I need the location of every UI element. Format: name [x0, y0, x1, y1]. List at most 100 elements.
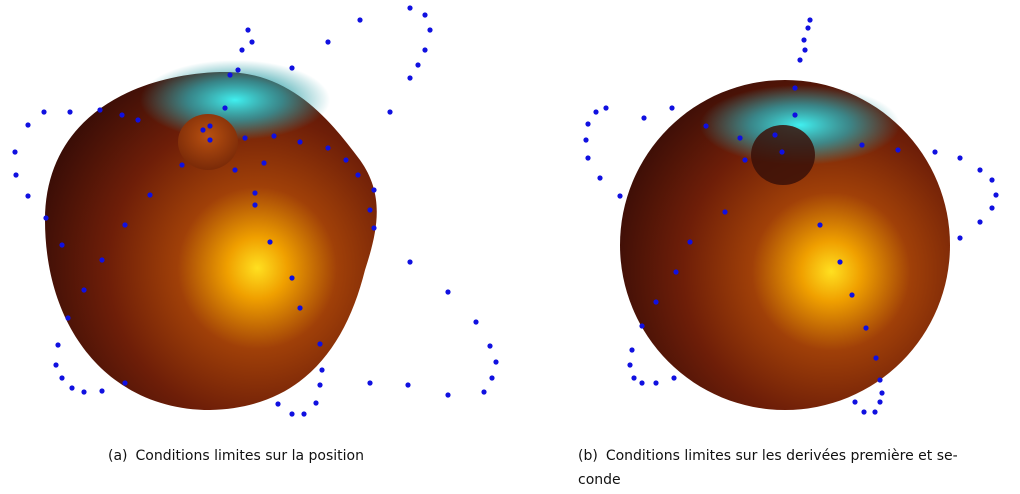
point: [239, 47, 245, 53]
point: [147, 192, 153, 198]
point: [977, 219, 983, 225]
point: [367, 380, 373, 386]
point: [81, 287, 87, 293]
point: [895, 147, 901, 153]
point: [207, 137, 213, 143]
point: [317, 382, 323, 388]
point: [235, 67, 241, 73]
point: [407, 75, 413, 81]
point: [673, 269, 679, 275]
point: [653, 299, 659, 305]
point: [772, 132, 778, 138]
caption-line: conde: [578, 472, 621, 488]
point: [877, 399, 883, 405]
point: [59, 242, 65, 248]
point: [343, 157, 349, 163]
point: [59, 375, 65, 381]
point: [242, 135, 248, 141]
point: [313, 400, 319, 406]
point: [289, 275, 295, 281]
point: [792, 85, 798, 91]
point: [222, 105, 228, 111]
point: [271, 133, 277, 139]
point: [43, 215, 49, 221]
point: [792, 112, 798, 118]
point: [703, 123, 709, 129]
point: [671, 375, 677, 381]
point: [977, 167, 983, 173]
point: [367, 207, 373, 213]
point: [629, 347, 635, 353]
point: [445, 392, 451, 398]
point: [639, 380, 645, 386]
point: [67, 109, 73, 115]
point: [41, 109, 47, 115]
point: [252, 202, 258, 208]
point: [422, 47, 428, 53]
point: [301, 411, 307, 417]
point: [427, 27, 433, 33]
point: [65, 315, 71, 321]
point: [55, 342, 61, 348]
point: [25, 193, 31, 199]
point: [355, 172, 361, 178]
point: [135, 117, 141, 123]
point: [252, 190, 258, 196]
control-points: [12, 5, 999, 417]
point: [837, 259, 843, 265]
point: [993, 192, 999, 198]
point: [932, 149, 938, 155]
point: [13, 172, 19, 178]
point: [415, 62, 421, 68]
point: [357, 17, 363, 23]
point: [445, 289, 451, 295]
caption-b: (b) Conditions limites sur les derivées p…: [578, 444, 1018, 492]
point: [631, 375, 637, 381]
point: [227, 72, 233, 78]
point: [879, 390, 885, 396]
point: [989, 177, 995, 183]
point: [232, 167, 238, 173]
point: [25, 122, 31, 128]
point: [687, 239, 693, 245]
point: [617, 193, 623, 199]
point: [249, 39, 255, 45]
point: [807, 17, 813, 23]
point: [583, 137, 589, 143]
point: [122, 380, 128, 386]
point: [817, 222, 823, 228]
image-b: [620, 80, 950, 410]
point: [639, 323, 645, 329]
point: [407, 259, 413, 265]
caption-text: Conditions limites sur la position: [135, 448, 364, 464]
point: [861, 409, 867, 415]
point: [289, 65, 295, 71]
point: [179, 162, 185, 168]
point: [69, 385, 75, 391]
point: [989, 205, 995, 211]
point: [669, 105, 675, 111]
point: [849, 292, 855, 298]
point: [489, 375, 495, 381]
point: [325, 39, 331, 45]
point: [805, 25, 811, 31]
point: [53, 362, 59, 368]
point: [245, 27, 251, 33]
point: [585, 121, 591, 127]
point: [797, 57, 803, 63]
caption-text: Conditions limites sur les derivées prem…: [605, 448, 958, 464]
point: [371, 225, 377, 231]
point: [371, 187, 377, 193]
point: [297, 139, 303, 145]
point: [493, 359, 499, 365]
point: [653, 380, 659, 386]
point: [12, 149, 18, 155]
point: [877, 377, 883, 383]
point: [957, 155, 963, 161]
point: [481, 389, 487, 395]
point: [405, 382, 411, 388]
point: [722, 209, 728, 215]
point: [267, 239, 273, 245]
point: [852, 399, 858, 405]
subfigure-label: (b): [578, 448, 598, 464]
